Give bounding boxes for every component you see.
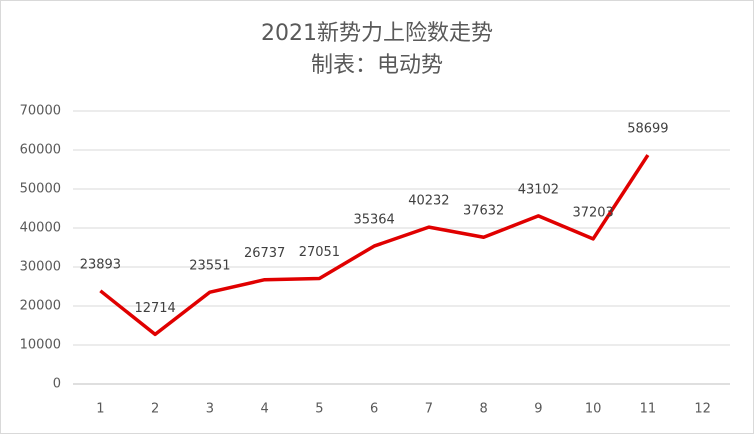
data-label: 37632 bbox=[463, 204, 504, 219]
data-label: 12714 bbox=[134, 301, 175, 316]
y-tick-label: 0 bbox=[53, 377, 61, 392]
x-tick-label: 11 bbox=[640, 402, 657, 417]
x-tick-label: 3 bbox=[206, 402, 214, 417]
x-tick-label: 9 bbox=[534, 402, 542, 417]
x-tick-label: 7 bbox=[425, 402, 433, 417]
data-label: 26737 bbox=[244, 246, 285, 261]
y-tick-label: 10000 bbox=[20, 338, 61, 353]
data-line bbox=[99, 154, 650, 337]
x-tick-label: 12 bbox=[694, 402, 711, 417]
x-tick-label: 2 bbox=[151, 402, 159, 417]
data-label: 27051 bbox=[299, 245, 340, 260]
x-tick-label: 5 bbox=[315, 402, 323, 417]
y-tick-label: 70000 bbox=[20, 104, 61, 119]
data-label: 23551 bbox=[189, 259, 230, 274]
chart-subtitle: 制表：电动势 bbox=[311, 53, 443, 78]
data-label: 40232 bbox=[408, 194, 449, 209]
x-tick-label: 10 bbox=[585, 402, 602, 417]
data-label: 23893 bbox=[80, 257, 121, 272]
y-tick-label: 40000 bbox=[20, 221, 61, 236]
x-tick-label: 1 bbox=[96, 402, 104, 417]
data-label: 43102 bbox=[518, 182, 559, 197]
y-tick-label: 50000 bbox=[20, 182, 61, 197]
y-tick-label: 20000 bbox=[20, 299, 61, 314]
chart-title: 2021新势力上险数走势 bbox=[261, 21, 493, 46]
y-tick-label: 60000 bbox=[20, 143, 61, 158]
x-tick-label: 8 bbox=[479, 402, 487, 417]
data-label: 35364 bbox=[353, 213, 394, 228]
data-label: 37203 bbox=[572, 205, 613, 220]
data-label: 58699 bbox=[627, 122, 668, 137]
x-tick-label: 4 bbox=[260, 402, 268, 417]
y-tick-label: 30000 bbox=[20, 260, 61, 275]
x-tick-label: 6 bbox=[370, 402, 378, 417]
